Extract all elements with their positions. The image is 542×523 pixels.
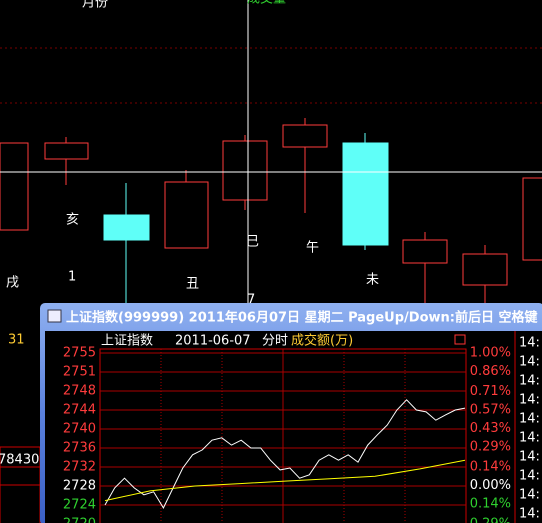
series-line bbox=[104, 399, 466, 509]
y2-tick-label: 0.57% bbox=[470, 403, 511, 418]
background-label: 戌 bbox=[6, 276, 19, 291]
time-entry: 14: bbox=[519, 450, 540, 465]
candle bbox=[103, 214, 150, 241]
candle bbox=[522, 177, 542, 261]
background-label: 亥 bbox=[66, 213, 79, 228]
series-line bbox=[104, 459, 466, 502]
background-label: 784300 bbox=[0, 453, 48, 468]
time-entry: 14: bbox=[519, 488, 540, 503]
y-tick-label: 2732 bbox=[63, 460, 96, 475]
candle bbox=[282, 124, 328, 148]
time-entry: 14: bbox=[519, 336, 540, 351]
time-entry: 14: bbox=[519, 412, 540, 427]
time-entry: 14: bbox=[519, 469, 540, 484]
candle bbox=[222, 140, 268, 201]
time-entry: 14: bbox=[519, 374, 540, 389]
window-body bbox=[45, 331, 542, 523]
background-labels: 月份 成交量亥 1 戌 丑 巳 午未 31 7 784300 bbox=[0, 0, 379, 468]
toggle-box[interactable] bbox=[454, 334, 466, 345]
background-label: 7 bbox=[247, 293, 255, 308]
y-tick-label: 2755 bbox=[63, 346, 96, 361]
background-label: 未 bbox=[366, 273, 379, 288]
y-tick-label: 2751 bbox=[63, 365, 96, 380]
background-label: 31 bbox=[8, 333, 25, 348]
y2-tick-label: 1.00% bbox=[470, 346, 511, 361]
y-tick-label: 2724 bbox=[63, 498, 96, 513]
y2-tick-label: 0.86% bbox=[470, 364, 511, 379]
candles bbox=[0, 118, 542, 303]
background-label: 月份 bbox=[82, 0, 108, 11]
plot: 2755 2751 2748 2744 2740 2736 2732 2728 2724 2720… bbox=[63, 346, 511, 523]
y2-tick-label: 0.29% bbox=[470, 440, 511, 455]
time-entry: 14: bbox=[519, 393, 540, 408]
time-entry: 14: bbox=[519, 431, 540, 446]
vertical-grid bbox=[160, 349, 406, 523]
popup-window: 上证指数(999999) 2011年06月07日 星期二 PageUp/Down… bbox=[40, 303, 542, 523]
y-tick-label: 2736 bbox=[63, 441, 96, 456]
y-tick-label: 2744 bbox=[63, 403, 96, 418]
chart-date: 2011-06-07 bbox=[175, 334, 251, 349]
chart-mode: 分时 bbox=[262, 334, 288, 349]
background-label: 巳 bbox=[246, 235, 259, 250]
chart-title: 上证指数 bbox=[101, 334, 153, 349]
volume-label: 成交额(万) bbox=[291, 333, 353, 349]
candle bbox=[44, 142, 89, 160]
y2-tick-label: 0.00% bbox=[470, 478, 511, 493]
y-tick-label: 2728 bbox=[63, 479, 96, 494]
candle bbox=[164, 181, 209, 249]
time-entry: 14: bbox=[519, 507, 540, 522]
y-tick-label: 2740 bbox=[63, 422, 96, 437]
y-tick-label: 2720 bbox=[63, 517, 96, 523]
time-column: 14: 14: 14: 14: 14: 14: 14: 14: 14: 14: bbox=[519, 336, 540, 522]
time-entry: 14: bbox=[519, 355, 540, 370]
window-icon bbox=[47, 309, 62, 323]
y2-tick-label: 0.14% bbox=[470, 497, 511, 512]
candle bbox=[342, 142, 389, 246]
candle bbox=[462, 253, 508, 286]
background-label: 成交量 bbox=[247, 0, 286, 7]
y2-tick-label: 0.43% bbox=[470, 421, 511, 436]
y2-tick-label: 0.14% bbox=[470, 460, 511, 475]
background-label: 午 bbox=[306, 241, 319, 256]
background-label: 丑 bbox=[186, 277, 199, 292]
y2-tick-label: 0.29% bbox=[470, 517, 511, 523]
y2-tick-label: 0.71% bbox=[470, 384, 511, 399]
candle bbox=[402, 239, 448, 264]
background-label: 1 bbox=[68, 270, 76, 285]
candle bbox=[0, 142, 29, 231]
window-title: 上证指数(999999) 2011年06月07日 星期二 PageUp/Down… bbox=[66, 310, 538, 326]
y-tick-label: 2748 bbox=[63, 384, 96, 399]
